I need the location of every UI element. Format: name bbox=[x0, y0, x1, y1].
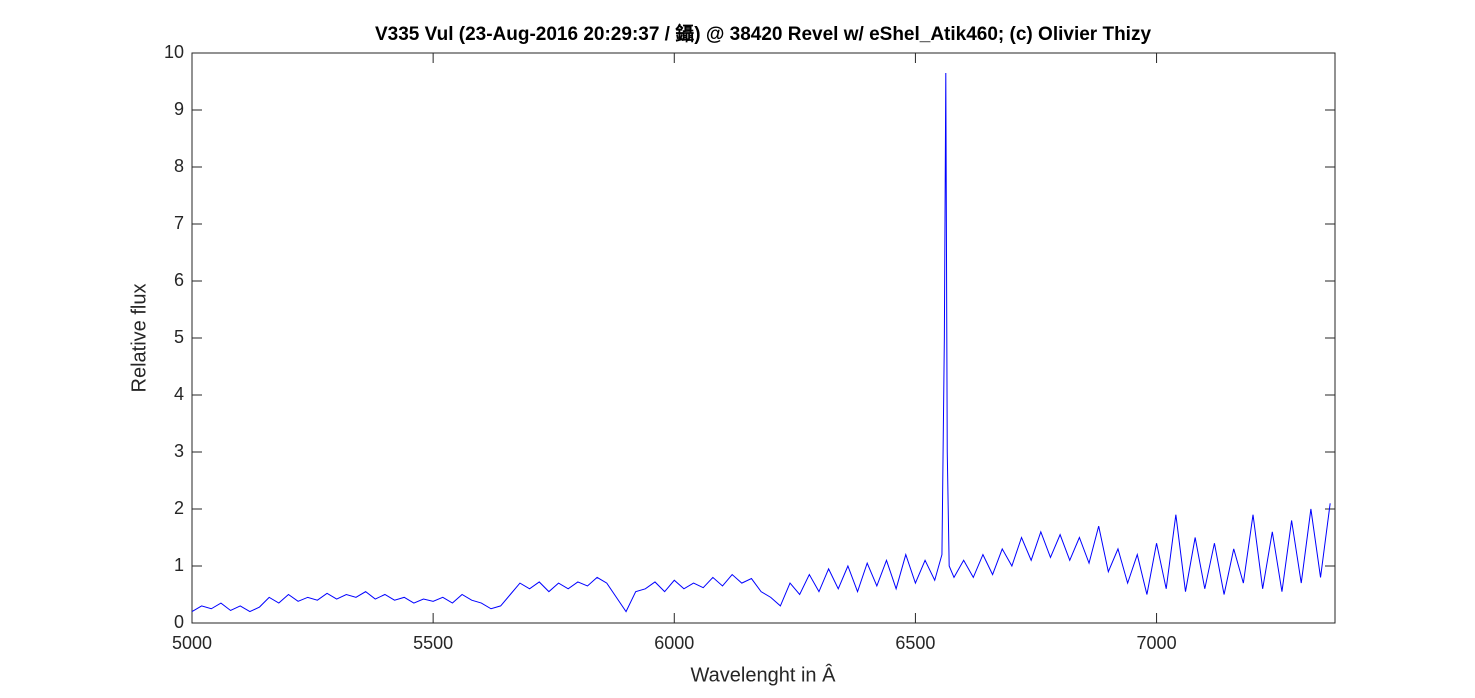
y-axis-label: Relative flux bbox=[128, 284, 150, 393]
x-tick-label: 6000 bbox=[654, 633, 694, 653]
y-tick-label: 6 bbox=[174, 270, 184, 290]
y-tick-label: 4 bbox=[174, 384, 184, 404]
x-tick-label: 5000 bbox=[172, 633, 212, 653]
x-tick-label: 7000 bbox=[1137, 633, 1177, 653]
spectrum-line bbox=[191, 72, 1331, 613]
y-tick-label: 9 bbox=[174, 99, 184, 119]
x-axis-label: Wavelenght in Â bbox=[691, 663, 837, 686]
chart-title: V335 Vul (23-Aug-2016 20:29:37 / 鑷) @ 38… bbox=[375, 22, 1151, 45]
y-tick-label: 10 bbox=[164, 42, 184, 62]
x-tick-label: 6500 bbox=[895, 633, 935, 653]
x-tick-label: 5500 bbox=[413, 633, 453, 653]
y-tick-label: 0 bbox=[174, 612, 184, 632]
y-tick-label: 2 bbox=[174, 498, 184, 518]
y-tick-label: 7 bbox=[174, 213, 184, 233]
y-tick-label: 5 bbox=[174, 327, 184, 347]
y-tick-label: 1 bbox=[174, 555, 184, 575]
plot-frame bbox=[191, 52, 1336, 624]
y-tick-label: 3 bbox=[174, 441, 184, 461]
y-tick-label: 8 bbox=[174, 156, 184, 176]
